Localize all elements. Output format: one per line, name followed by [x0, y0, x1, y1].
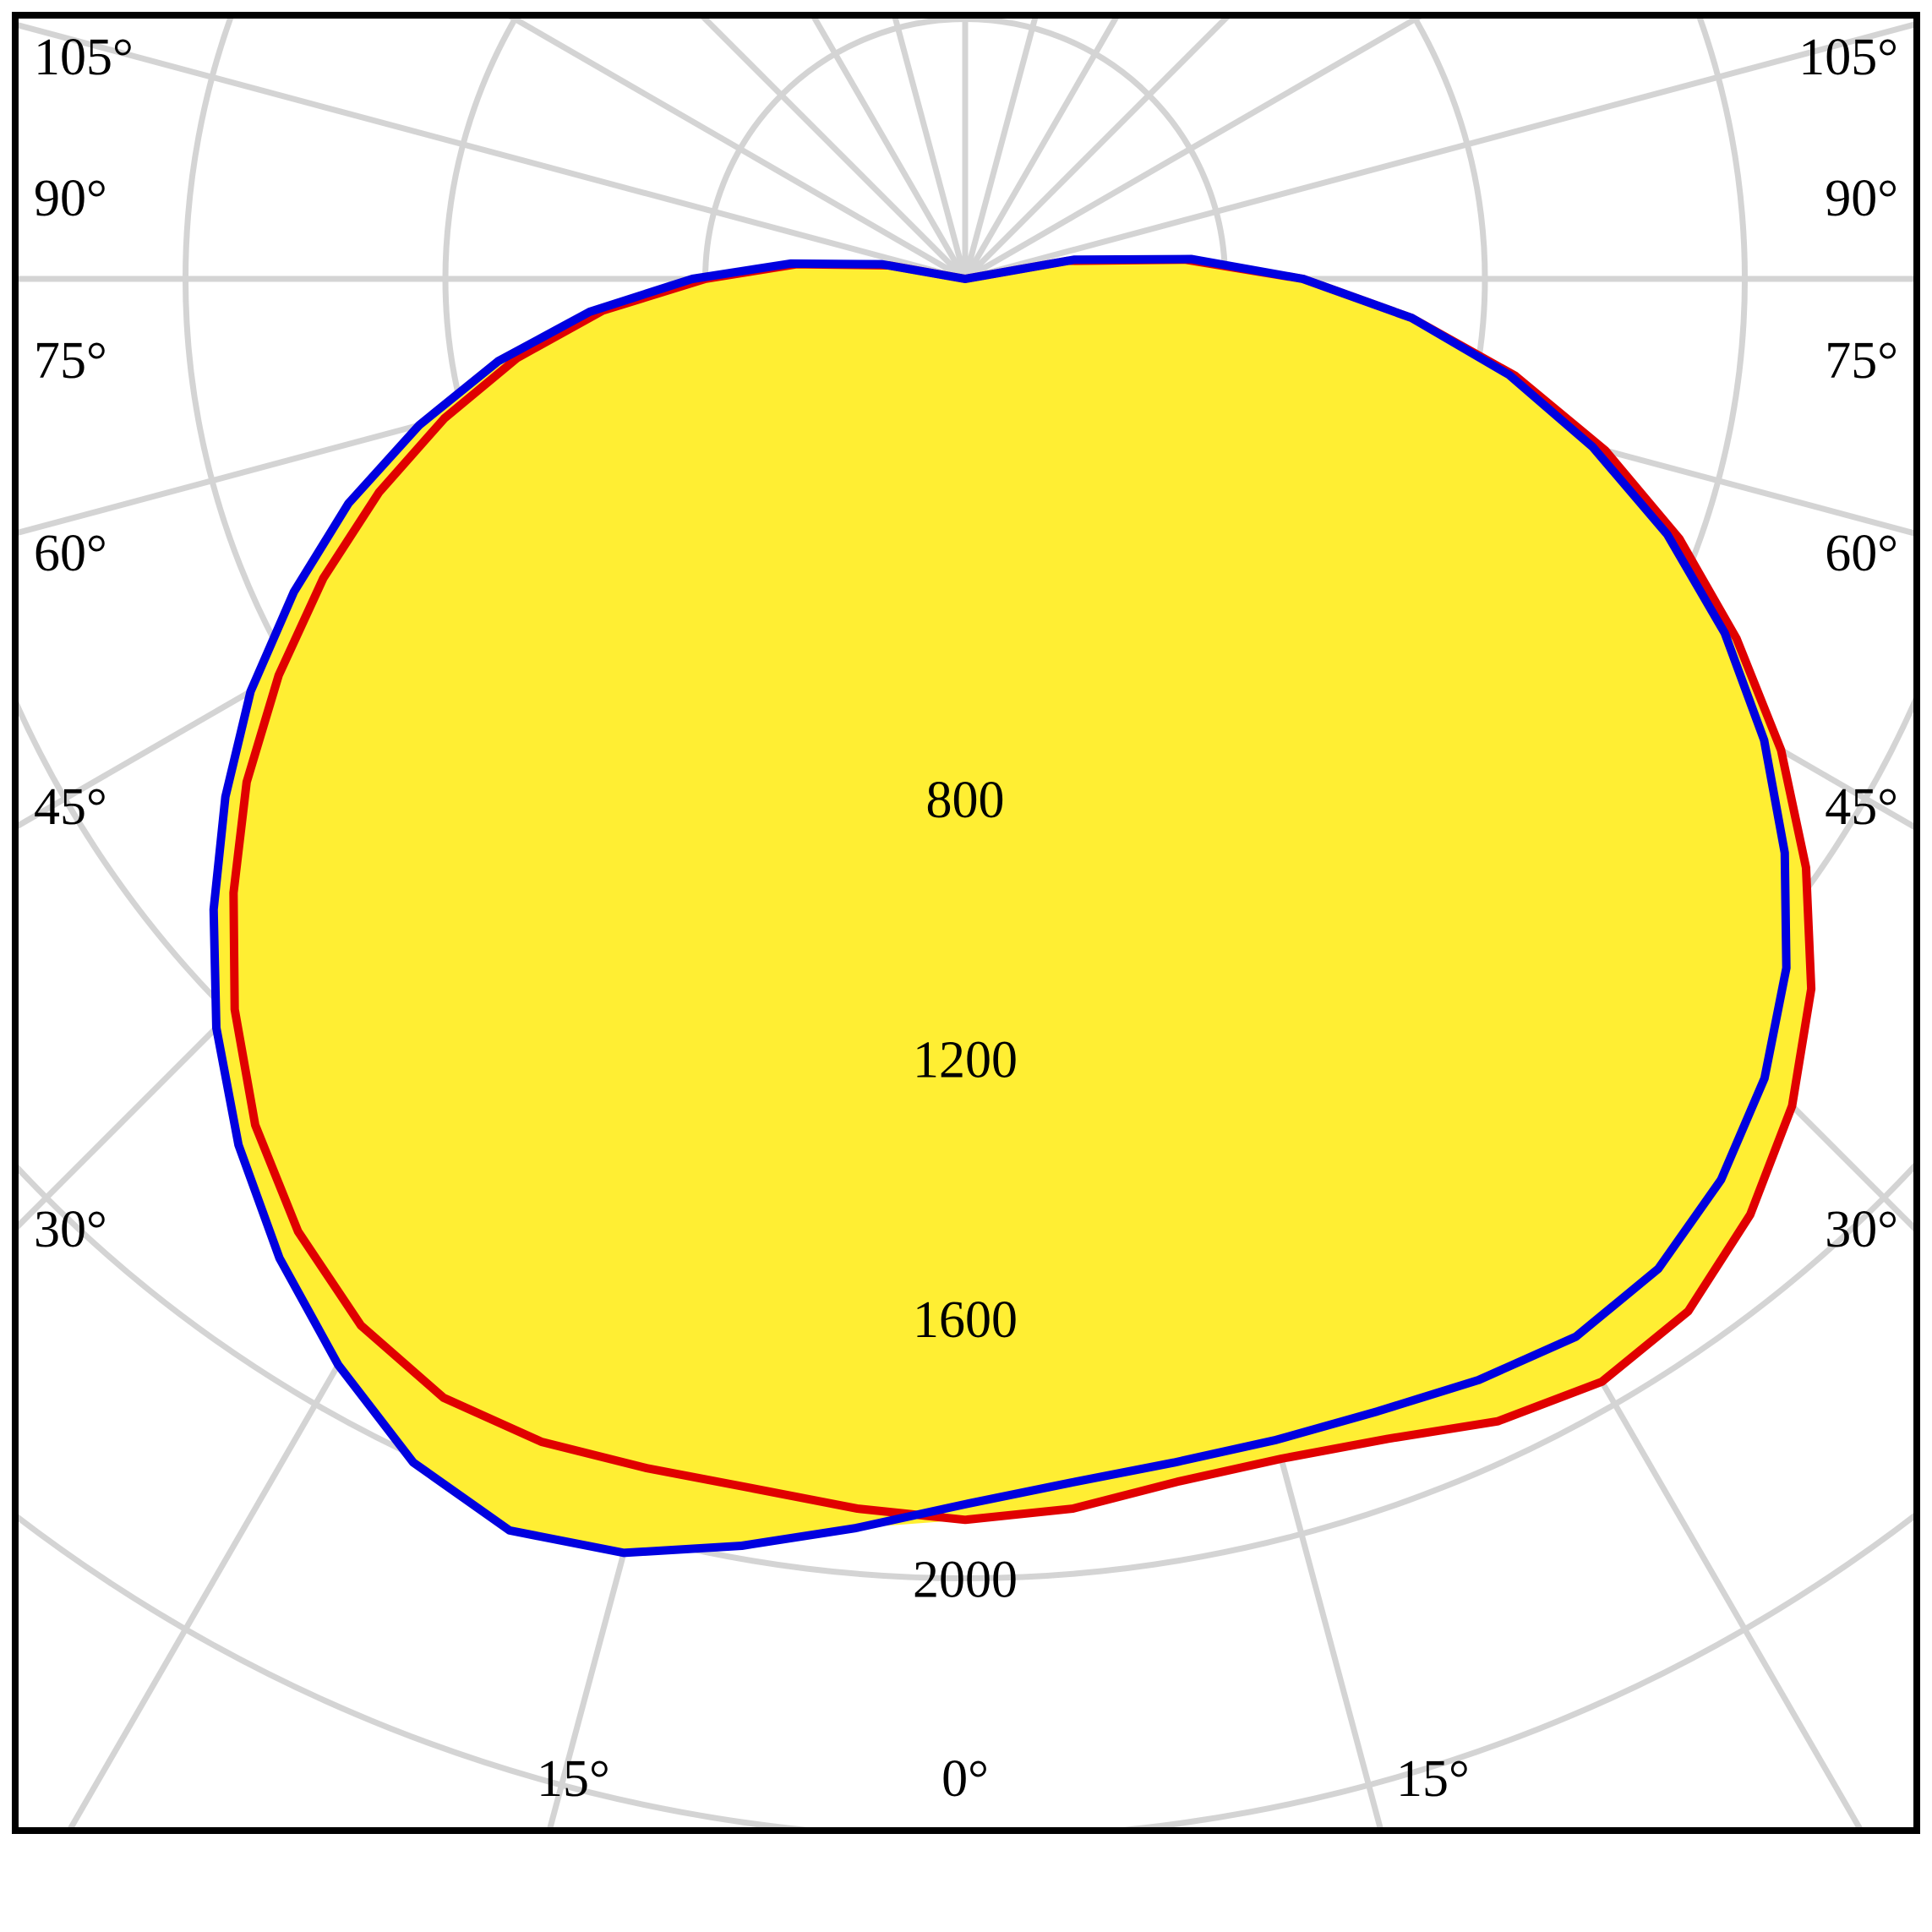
angle-label-right-60: 60° — [1825, 525, 1898, 582]
grid-ray-105 — [964, 20, 1917, 282]
angle-label-right-105: 105° — [1798, 29, 1898, 86]
series-layer — [209, 254, 1816, 1558]
angle-label-left-30: 30° — [34, 1201, 107, 1258]
grid-circle-2000 — [15, 1159, 1917, 1581]
angle-label-right-90: 90° — [1825, 170, 1898, 227]
angle-label-right-45: 45° — [1825, 778, 1898, 836]
distribution-fill — [213, 259, 1812, 1553]
grid-ray--120 — [502, 15, 967, 282]
angle-label-left-60: 60° — [34, 525, 107, 582]
series-curve-c0-c180 — [229, 255, 1816, 1525]
grid-ray-135 — [963, 15, 1233, 281]
angle-label-right-75: 75° — [1825, 332, 1898, 390]
label-layer: 105° 90° 75° 60° 45° 30° 105° 90° 75° 60° 45° 30° 15… — [34, 29, 1898, 1808]
angle-label-left-45: 45° — [34, 778, 107, 836]
radial-label-2000: 2000 — [913, 1552, 1018, 1609]
radial-label-800: 800 — [926, 772, 1005, 829]
grid-ray--105 — [15, 21, 966, 282]
angle-label-bottom-0: 0° — [941, 1750, 989, 1808]
angle-label-left-75: 75° — [34, 332, 107, 390]
angle-label-left-90: 90° — [34, 170, 107, 227]
radial-label-1600: 1600 — [913, 1291, 1018, 1349]
grid-ray-120 — [963, 15, 1428, 282]
angle-label-right-30: 30° — [1825, 1201, 1898, 1258]
angle-label-bottom-15-right: 15° — [1396, 1750, 1470, 1808]
series-curve-c90-c270 — [209, 254, 1791, 1558]
grid-ray--135 — [697, 15, 968, 281]
angle-label-left-105: 105° — [34, 29, 134, 86]
plot-border — [12, 12, 1920, 1834]
angle-label-bottom-15-left: 15° — [537, 1750, 610, 1808]
radial-label-1200: 1200 — [913, 1032, 1018, 1089]
